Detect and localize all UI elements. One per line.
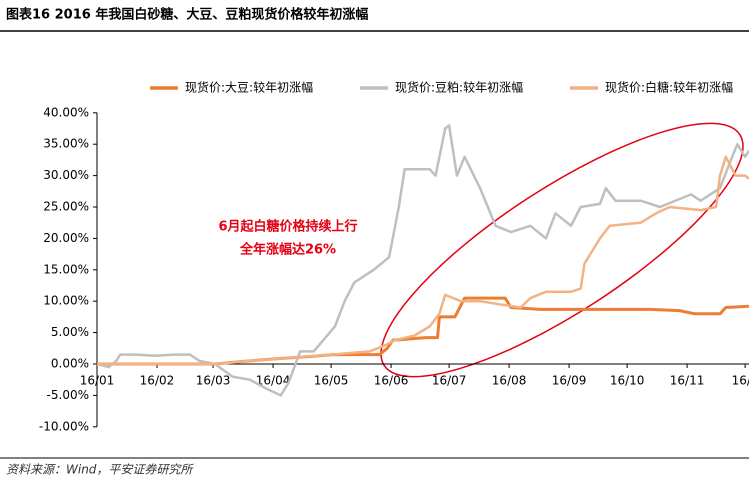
x-tick-label: 16/02 — [140, 374, 175, 388]
x-tick-label: 16/06 — [374, 374, 409, 388]
y-tick-label: 30.00% — [43, 168, 89, 182]
x-tick-label: 16/1 — [732, 374, 749, 388]
y-tick-label: 10.00% — [43, 294, 89, 308]
annotation: 全年涨幅达26% — [239, 242, 336, 258]
x-tick-label: 16/04 — [256, 374, 291, 388]
y-tick-label: 15.00% — [43, 262, 89, 276]
x-tick-label: 16/07 — [432, 374, 467, 388]
chart-title: 图表16 2016 年我国白砂糖、大豆、豆粕现货价格较年初涨幅 — [6, 7, 368, 23]
x-tick-label: 16/09 — [552, 374, 587, 388]
data-line — [97, 155, 749, 366]
x-tick-label: 16/01 — [80, 374, 115, 388]
x-tick-label: 16/11 — [670, 374, 705, 388]
y-tick-label: 0.00% — [51, 357, 89, 371]
legend-label: 现货价:豆粕:较年初涨幅 — [395, 80, 523, 95]
y-tick-label: -5.00% — [47, 388, 89, 402]
y-tick-label: 35.00% — [43, 137, 89, 151]
highlight-ellipse — [380, 122, 744, 378]
x-tick-label: 16/08 — [492, 374, 527, 388]
x-tick-label: 16/05 — [314, 374, 349, 388]
legend-label: 现货价:大豆:较年初涨幅 — [185, 80, 313, 95]
y-tick-label: 40.00% — [43, 105, 89, 119]
y-tick-label: 5.00% — [51, 325, 89, 339]
x-tick-label: 16/03 — [196, 374, 231, 388]
y-tick-label: -10.00% — [39, 419, 89, 433]
data-line — [96, 124, 749, 397]
annotation: 6月起白糖价格持续上行 — [218, 219, 357, 235]
y-tick-label: 20.00% — [43, 231, 89, 245]
source-note: 资料来源：Wind，平安证券研究所 — [6, 463, 194, 477]
legend-label: 现货价:白糖:较年初涨幅 — [605, 80, 733, 95]
x-tick-label: 16/10 — [610, 374, 645, 388]
y-tick-label: 25.00% — [43, 200, 89, 214]
